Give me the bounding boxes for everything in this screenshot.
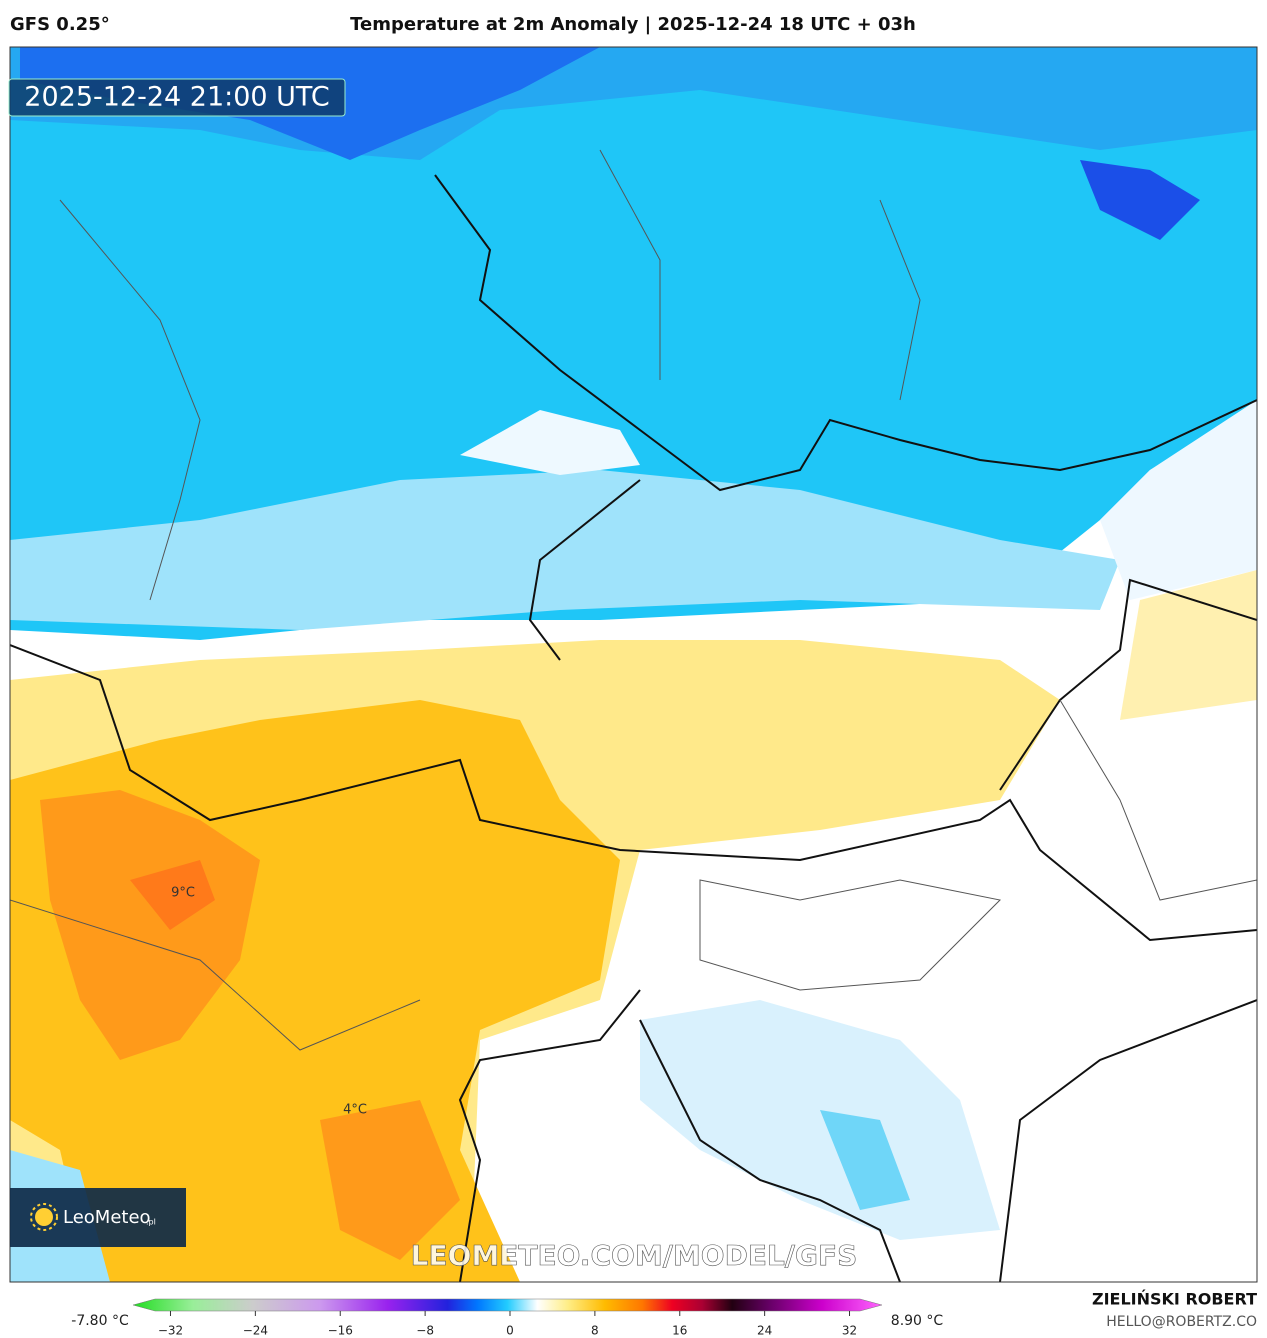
model-name: GFS 0.25° xyxy=(10,14,110,35)
warm-patch xyxy=(1120,570,1257,720)
tick-label: −16 xyxy=(328,1324,353,1338)
tick-label: 32 xyxy=(842,1324,857,1338)
time-badge xyxy=(8,78,346,117)
cool-area xyxy=(640,1000,1000,1240)
map-field xyxy=(10,47,1257,1282)
borders xyxy=(10,174,1257,1282)
tick-label: 16 xyxy=(672,1324,687,1338)
tick-label: 24 xyxy=(757,1324,772,1338)
author: ZIELIŃSKI ROBERT xyxy=(1092,1290,1257,1309)
cold-area xyxy=(10,47,1257,640)
hot-area xyxy=(320,1100,460,1260)
colorbar-max: 8.90 °C xyxy=(891,1313,944,1329)
hottest-area xyxy=(130,860,215,930)
tick-label: −24 xyxy=(243,1324,268,1338)
watermark: LEOMETEO.COM/MODEL/GFS xyxy=(411,1239,858,1272)
logo-text: LeoMeteo xyxy=(63,1207,151,1228)
hot-area xyxy=(40,790,260,1060)
tick-label: 0 xyxy=(506,1324,514,1338)
mild-patch xyxy=(1100,400,1257,600)
tick-label: −32 xyxy=(158,1324,183,1338)
tick-label: −8 xyxy=(416,1324,434,1338)
map-title: Temperature at 2m Anomaly | 2025-12-24 1… xyxy=(350,14,916,35)
colorbar-min: -7.80 °C xyxy=(71,1313,129,1329)
logo-sun xyxy=(35,1208,53,1226)
cool-band xyxy=(10,470,1120,630)
contour-label: 9°C xyxy=(171,886,195,901)
coldest-area xyxy=(1080,160,1200,240)
mild-patch xyxy=(460,410,640,475)
regions xyxy=(10,149,1257,1051)
contour-label: 4°C xyxy=(343,1103,367,1118)
colorbar xyxy=(132,1298,883,1312)
map-frame xyxy=(9,46,1258,1283)
logo-rays xyxy=(30,1203,58,1231)
valid-time: 2025-12-24 21:00 UTC xyxy=(24,82,329,113)
email: HELLO@ROBERTZ.CO xyxy=(1106,1314,1257,1330)
colorbar-ticks: −32 −24 −16 −8 0 8 16 24 32 xyxy=(158,1311,857,1338)
logo-suffix: .pl xyxy=(146,1218,156,1227)
cool-area xyxy=(820,1110,910,1210)
tick-label: 8 xyxy=(591,1324,599,1338)
